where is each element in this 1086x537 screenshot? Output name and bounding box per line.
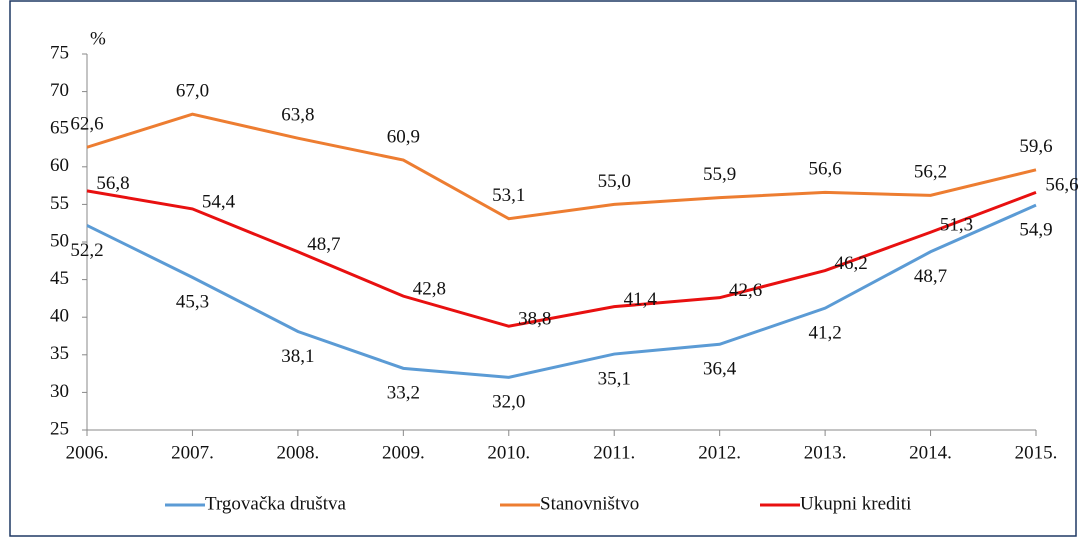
data-label: 38,8 bbox=[518, 309, 551, 330]
y-tick-label: 70 bbox=[50, 80, 69, 101]
y-tick-label: 35 bbox=[50, 343, 69, 364]
data-label: 63,8 bbox=[281, 105, 314, 126]
x-tick-label: 2010. bbox=[487, 442, 530, 463]
data-label: 48,7 bbox=[307, 234, 340, 255]
data-label: 62,6 bbox=[70, 114, 103, 135]
data-label: 56,6 bbox=[1045, 175, 1078, 196]
data-label: 42,6 bbox=[729, 280, 762, 301]
x-tick-label: 2014. bbox=[909, 442, 952, 463]
data-label: 36,4 bbox=[703, 359, 737, 380]
data-label: 45,3 bbox=[176, 292, 209, 313]
legend-label: Stanovništvo bbox=[540, 493, 639, 514]
data-label: 56,6 bbox=[808, 159, 841, 180]
x-tick-label: 2012. bbox=[698, 442, 741, 463]
y-tick-label: 60 bbox=[50, 155, 69, 176]
series-line bbox=[86, 203, 1037, 379]
data-label: 55,9 bbox=[703, 164, 736, 185]
data-label: 35,1 bbox=[598, 368, 631, 389]
x-tick-label: 2007. bbox=[171, 442, 214, 463]
y-tick-label: 55 bbox=[50, 193, 69, 214]
data-label: 32,0 bbox=[492, 392, 525, 413]
x-tick-label: 2006. bbox=[66, 442, 109, 463]
legend-label: Ukupni krediti bbox=[800, 493, 911, 514]
data-label: 41,2 bbox=[808, 323, 841, 344]
series-line bbox=[86, 189, 1037, 328]
data-label: 33,2 bbox=[387, 383, 420, 404]
data-label: 60,9 bbox=[387, 126, 420, 147]
y-tick-label: 40 bbox=[50, 306, 69, 327]
data-label: 54,9 bbox=[1019, 220, 1052, 241]
x-tick-label: 2015. bbox=[1015, 442, 1058, 463]
y-tick-label: 25 bbox=[50, 418, 69, 439]
y-tick-label: 50 bbox=[50, 230, 69, 251]
y-tick-label: 45 bbox=[50, 268, 69, 289]
y-tick-label: 65 bbox=[50, 118, 69, 139]
data-label: 46,2 bbox=[834, 253, 867, 274]
data-label: 54,4 bbox=[202, 191, 236, 212]
data-label: 56,8 bbox=[96, 173, 129, 194]
legend-label: Trgovačka društva bbox=[205, 493, 346, 514]
y-tick-label: 75 bbox=[50, 42, 69, 63]
data-label: 48,7 bbox=[914, 266, 947, 287]
data-label: 52,2 bbox=[70, 240, 103, 261]
y-tick-label: 30 bbox=[50, 381, 69, 402]
series-line bbox=[86, 112, 1037, 221]
x-tick-label: 2009. bbox=[382, 442, 425, 463]
data-label: 51,3 bbox=[940, 215, 973, 236]
x-tick-label: 2011. bbox=[593, 442, 635, 463]
x-tick-label: 2013. bbox=[804, 442, 847, 463]
data-label: 38,1 bbox=[281, 346, 314, 367]
data-label: 53,1 bbox=[492, 185, 525, 206]
data-label: 41,4 bbox=[624, 289, 658, 310]
data-label: 67,0 bbox=[176, 81, 209, 102]
data-label: 42,8 bbox=[413, 279, 446, 300]
data-label: 59,6 bbox=[1019, 136, 1052, 157]
data-label: 56,2 bbox=[914, 162, 947, 183]
x-tick-label: 2008. bbox=[277, 442, 320, 463]
data-label: 55,0 bbox=[598, 171, 631, 192]
y-axis-label: % bbox=[90, 28, 106, 49]
